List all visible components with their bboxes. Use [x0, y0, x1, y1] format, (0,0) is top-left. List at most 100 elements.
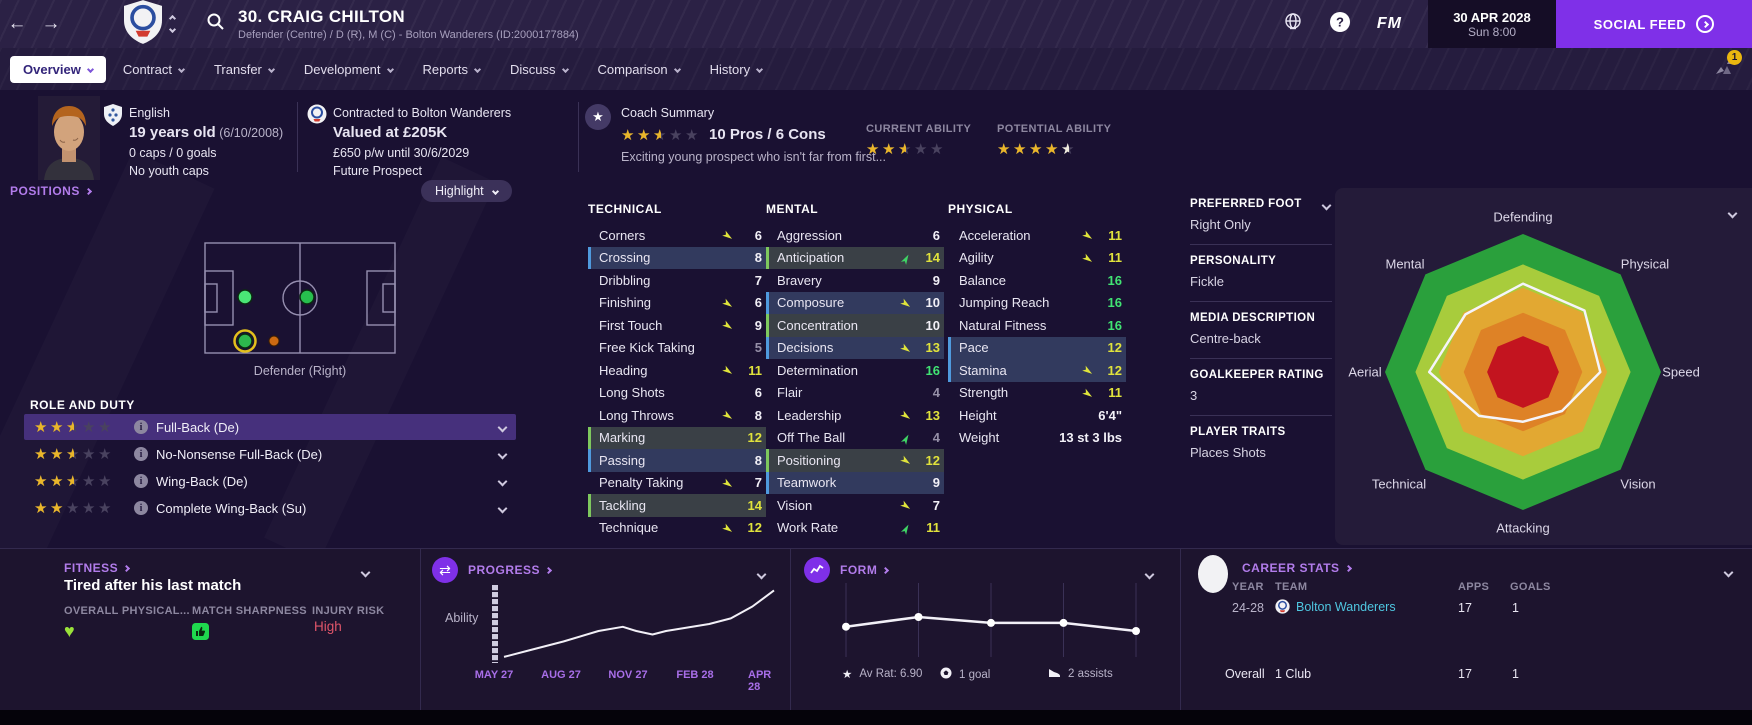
- chevron-down-icon[interactable]: [497, 449, 508, 459]
- attr-row-anticipation[interactable]: Anticipation 14: [766, 246, 944, 269]
- tab-comparison[interactable]: Comparison: [585, 56, 693, 83]
- attr-row-balance[interactable]: Balance 16: [948, 269, 1126, 292]
- attr-row-off-the-ball[interactable]: Off The Ball 4: [766, 427, 944, 450]
- attr-row-long-throws[interactable]: Long Throws 8: [588, 404, 766, 427]
- attr-row-flair[interactable]: Flair 4: [766, 382, 944, 405]
- chevron-down-icon: [386, 65, 394, 73]
- fitness-status: Tired after his last match: [64, 577, 242, 594]
- attr-row-strength[interactable]: Strength 11: [948, 382, 1126, 405]
- radar-options-chevron[interactable]: [1727, 204, 1738, 222]
- attr-row-crossing[interactable]: Crossing 8: [588, 246, 766, 269]
- role-row[interactable]: ★ ★ ★ ★ ★ ★ ★ ★ i No-Nonsense Full-Back (De): [24, 441, 516, 467]
- form-stat-star: ★ Av Rat: 6.90: [842, 667, 922, 681]
- role-row[interactable]: ★ ★ ★ ★ ★ ★ ★ ★ i Full-Back (De): [24, 414, 516, 440]
- position-dot-dr-selected[interactable]: [237, 333, 253, 349]
- help-icon[interactable]: ?: [1329, 11, 1351, 38]
- progress-header[interactable]: PROGRESS: [468, 563, 553, 577]
- progress-chevron[interactable]: [756, 565, 767, 583]
- chevron-down-icon: [561, 65, 569, 73]
- attr-row-first-touch[interactable]: First Touch 9: [588, 314, 766, 337]
- attr-row-long-shots[interactable]: Long Shots 6: [588, 382, 766, 405]
- attr-row-leadership[interactable]: Leadership 13: [766, 404, 944, 427]
- attr-row-finishing[interactable]: Finishing 6: [588, 292, 766, 315]
- attr-row-acceleration[interactable]: Acceleration 11: [948, 224, 1126, 247]
- attr-name: Work Rate: [777, 520, 839, 536]
- attr-row-concentration[interactable]: Concentration 10: [766, 314, 944, 337]
- attr-row-composure[interactable]: Composure 10: [766, 291, 944, 314]
- attr-row-marking[interactable]: Marking 12: [588, 426, 766, 449]
- chevron-down-icon[interactable]: [497, 422, 508, 432]
- forward-icon[interactable]: →: [41, 13, 61, 34]
- attr-row-tackling[interactable]: Tackling 14: [588, 494, 766, 517]
- ability-axis-label: Ability: [445, 611, 479, 625]
- detail-value: 3: [1190, 388, 1198, 403]
- attr-row-natural-fitness[interactable]: Natural Fitness 16: [948, 314, 1126, 337]
- club-switcher[interactable]: [168, 14, 177, 34]
- attr-row-positioning[interactable]: Positioning 12: [766, 449, 944, 472]
- career-chevron[interactable]: [1723, 563, 1734, 581]
- attr-row-teamwork[interactable]: Teamwork 9: [766, 471, 944, 494]
- search-icon[interactable]: [207, 13, 224, 35]
- attr-row-penalty-taking[interactable]: Penalty Taking 7: [588, 472, 766, 495]
- attr-name: Acceleration: [959, 227, 1031, 243]
- world-icon[interactable]: [1283, 12, 1303, 37]
- tab-development[interactable]: Development: [291, 56, 406, 83]
- attr-value: 11: [748, 362, 762, 378]
- form-header[interactable]: FORM: [840, 563, 890, 577]
- attr-row-weight[interactable]: Weight 13 st 3 lbs: [948, 427, 1126, 450]
- tab-overview[interactable]: Overview: [10, 55, 106, 83]
- chevron-down-icon[interactable]: [497, 476, 508, 486]
- attr-row-dribbling[interactable]: Dribbling 7: [588, 269, 766, 292]
- attr-row-stamina[interactable]: Stamina 12: [948, 359, 1126, 382]
- attr-row-passing[interactable]: Passing 8: [588, 449, 766, 472]
- trend-down-icon: [900, 297, 912, 309]
- chevron-down-icon: [756, 65, 764, 73]
- attr-row-jumping-reach[interactable]: Jumping Reach 16: [948, 292, 1126, 315]
- attr-row-bravery[interactable]: Bravery 9: [766, 269, 944, 292]
- position-dot-mc[interactable]: [299, 289, 315, 305]
- attr-row-aggression[interactable]: Aggression 6: [766, 224, 944, 247]
- attr-row-agility[interactable]: Agility 11: [948, 247, 1126, 270]
- info-icon: i: [134, 501, 148, 515]
- tab-transfer[interactable]: Transfer: [201, 56, 287, 83]
- fitness-header[interactable]: FITNESS: [64, 561, 131, 575]
- attr-row-corners[interactable]: Corners 6: [588, 224, 766, 247]
- career-stats-header[interactable]: CAREER STATS: [1242, 561, 1352, 575]
- position-dot-accomplished[interactable]: [268, 335, 280, 347]
- role-row[interactable]: ★ ★ ★ ★ ★ ★ ★ ★ i Wing-Back (De): [24, 468, 516, 494]
- attr-row-technique[interactable]: Technique 12: [588, 517, 766, 540]
- tab-discuss[interactable]: Discuss: [497, 56, 581, 83]
- role-label: Complete Wing-Back (Su): [156, 500, 307, 516]
- position-dot-dc[interactable]: [237, 289, 253, 305]
- highlight-dropdown[interactable]: Highlight: [421, 180, 512, 202]
- attr-row-free-kick-taking[interactable]: Free Kick Taking 5: [588, 337, 766, 360]
- chevron-right-icon: [1696, 15, 1715, 33]
- role-row[interactable]: ★ ★ ★ ★ ★ ★ ★ i Complete Wing-Back (Su): [24, 495, 516, 521]
- form-stat-label: 2 assists: [1068, 668, 1113, 680]
- chevron-down-icon[interactable]: [497, 503, 508, 513]
- fitness-chevron[interactable]: [360, 563, 371, 581]
- detail-personality: PERSONALITY Fickle: [1190, 245, 1332, 302]
- progress-x-label: AUG 27: [541, 669, 581, 681]
- tab-history[interactable]: History: [697, 56, 775, 83]
- team-link[interactable]: Bolton Wanderers: [1296, 600, 1396, 614]
- attr-row-work-rate[interactable]: Work Rate 11: [766, 517, 944, 540]
- tab-contract[interactable]: Contract: [110, 56, 197, 83]
- attr-row-height[interactable]: Height 6'4": [948, 404, 1126, 427]
- attr-row-determination[interactable]: Determination 16: [766, 359, 944, 382]
- star-icon: ★ ★: [66, 445, 80, 463]
- attr-row-pace[interactable]: Pace 12: [948, 336, 1126, 359]
- tab-reports[interactable]: Reports: [410, 56, 494, 83]
- notification-icon[interactable]: 1: [1714, 50, 1742, 80]
- attr-row-vision[interactable]: Vision 7: [766, 494, 944, 517]
- attr-row-heading[interactable]: Heading 11: [588, 359, 766, 382]
- positions-header[interactable]: POSITIONS: [10, 184, 92, 198]
- back-icon[interactable]: ←: [7, 13, 27, 34]
- tab-bar: Overview Contract Transfer Development Repor…: [0, 48, 1752, 90]
- social-feed-button[interactable]: SOCIAL FEED: [1556, 0, 1752, 48]
- attr-row-decisions[interactable]: Decisions 13: [766, 336, 944, 359]
- attr-value: 7: [932, 497, 940, 513]
- club-badge-icon[interactable]: [124, 0, 162, 49]
- radar-chart: [1385, 234, 1661, 510]
- attr-value: 10: [925, 317, 940, 333]
